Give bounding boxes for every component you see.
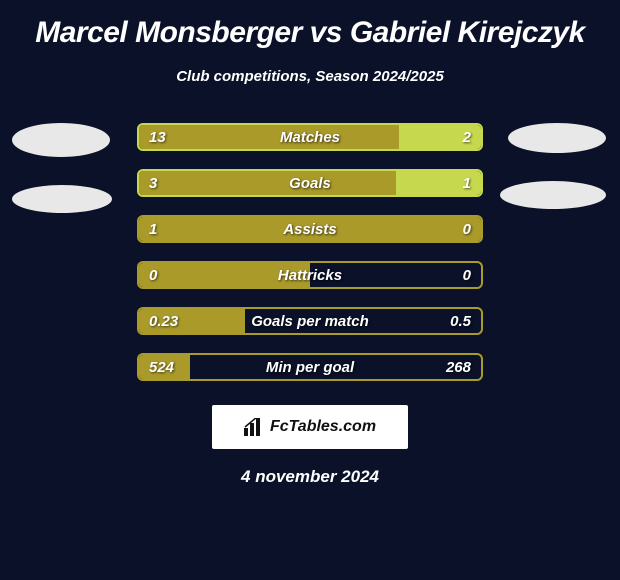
bars-icon bbox=[244, 418, 264, 436]
stat-row: 0Hattricks0 bbox=[137, 261, 483, 289]
stat-row: 1Assists0 bbox=[137, 215, 483, 243]
stat-value-right: 1 bbox=[463, 175, 471, 192]
brand-text: FcTables.com bbox=[270, 418, 376, 436]
comparison-chart: 13Matches23Goals11Assists00Hattricks00.2… bbox=[0, 123, 620, 399]
stat-value-right: 268 bbox=[446, 359, 471, 376]
stat-row: 3Goals1 bbox=[137, 169, 483, 197]
left-avatars bbox=[12, 123, 112, 213]
stat-value-right: 0.5 bbox=[450, 313, 471, 330]
subtitle: Club competitions, Season 2024/2025 bbox=[176, 68, 444, 85]
player-avatar-right-1 bbox=[508, 123, 606, 153]
stat-row: 524Min per goal268 bbox=[137, 353, 483, 381]
stat-value-right: 0 bbox=[463, 267, 471, 284]
stat-label: Goals per match bbox=[139, 313, 481, 330]
stat-label: Min per goal bbox=[139, 359, 481, 376]
brand-badge: FcTables.com bbox=[212, 405, 408, 449]
right-avatars bbox=[500, 123, 606, 209]
stat-label: Matches bbox=[139, 129, 481, 146]
page-title: Marcel Monsberger vs Gabriel Kirejczyk bbox=[35, 16, 585, 50]
stat-value-right: 0 bbox=[463, 221, 471, 238]
player-avatar-left-2 bbox=[12, 185, 112, 213]
stat-value-right: 2 bbox=[463, 129, 471, 146]
stat-row: 13Matches2 bbox=[137, 123, 483, 151]
stat-label: Goals bbox=[139, 175, 481, 192]
stat-label: Hattricks bbox=[139, 267, 481, 284]
player-avatar-left-1 bbox=[12, 123, 110, 157]
stat-row: 0.23Goals per match0.5 bbox=[137, 307, 483, 335]
stat-label: Assists bbox=[139, 221, 481, 238]
player-avatar-right-2 bbox=[500, 181, 606, 209]
date-text: 4 november 2024 bbox=[241, 467, 379, 487]
